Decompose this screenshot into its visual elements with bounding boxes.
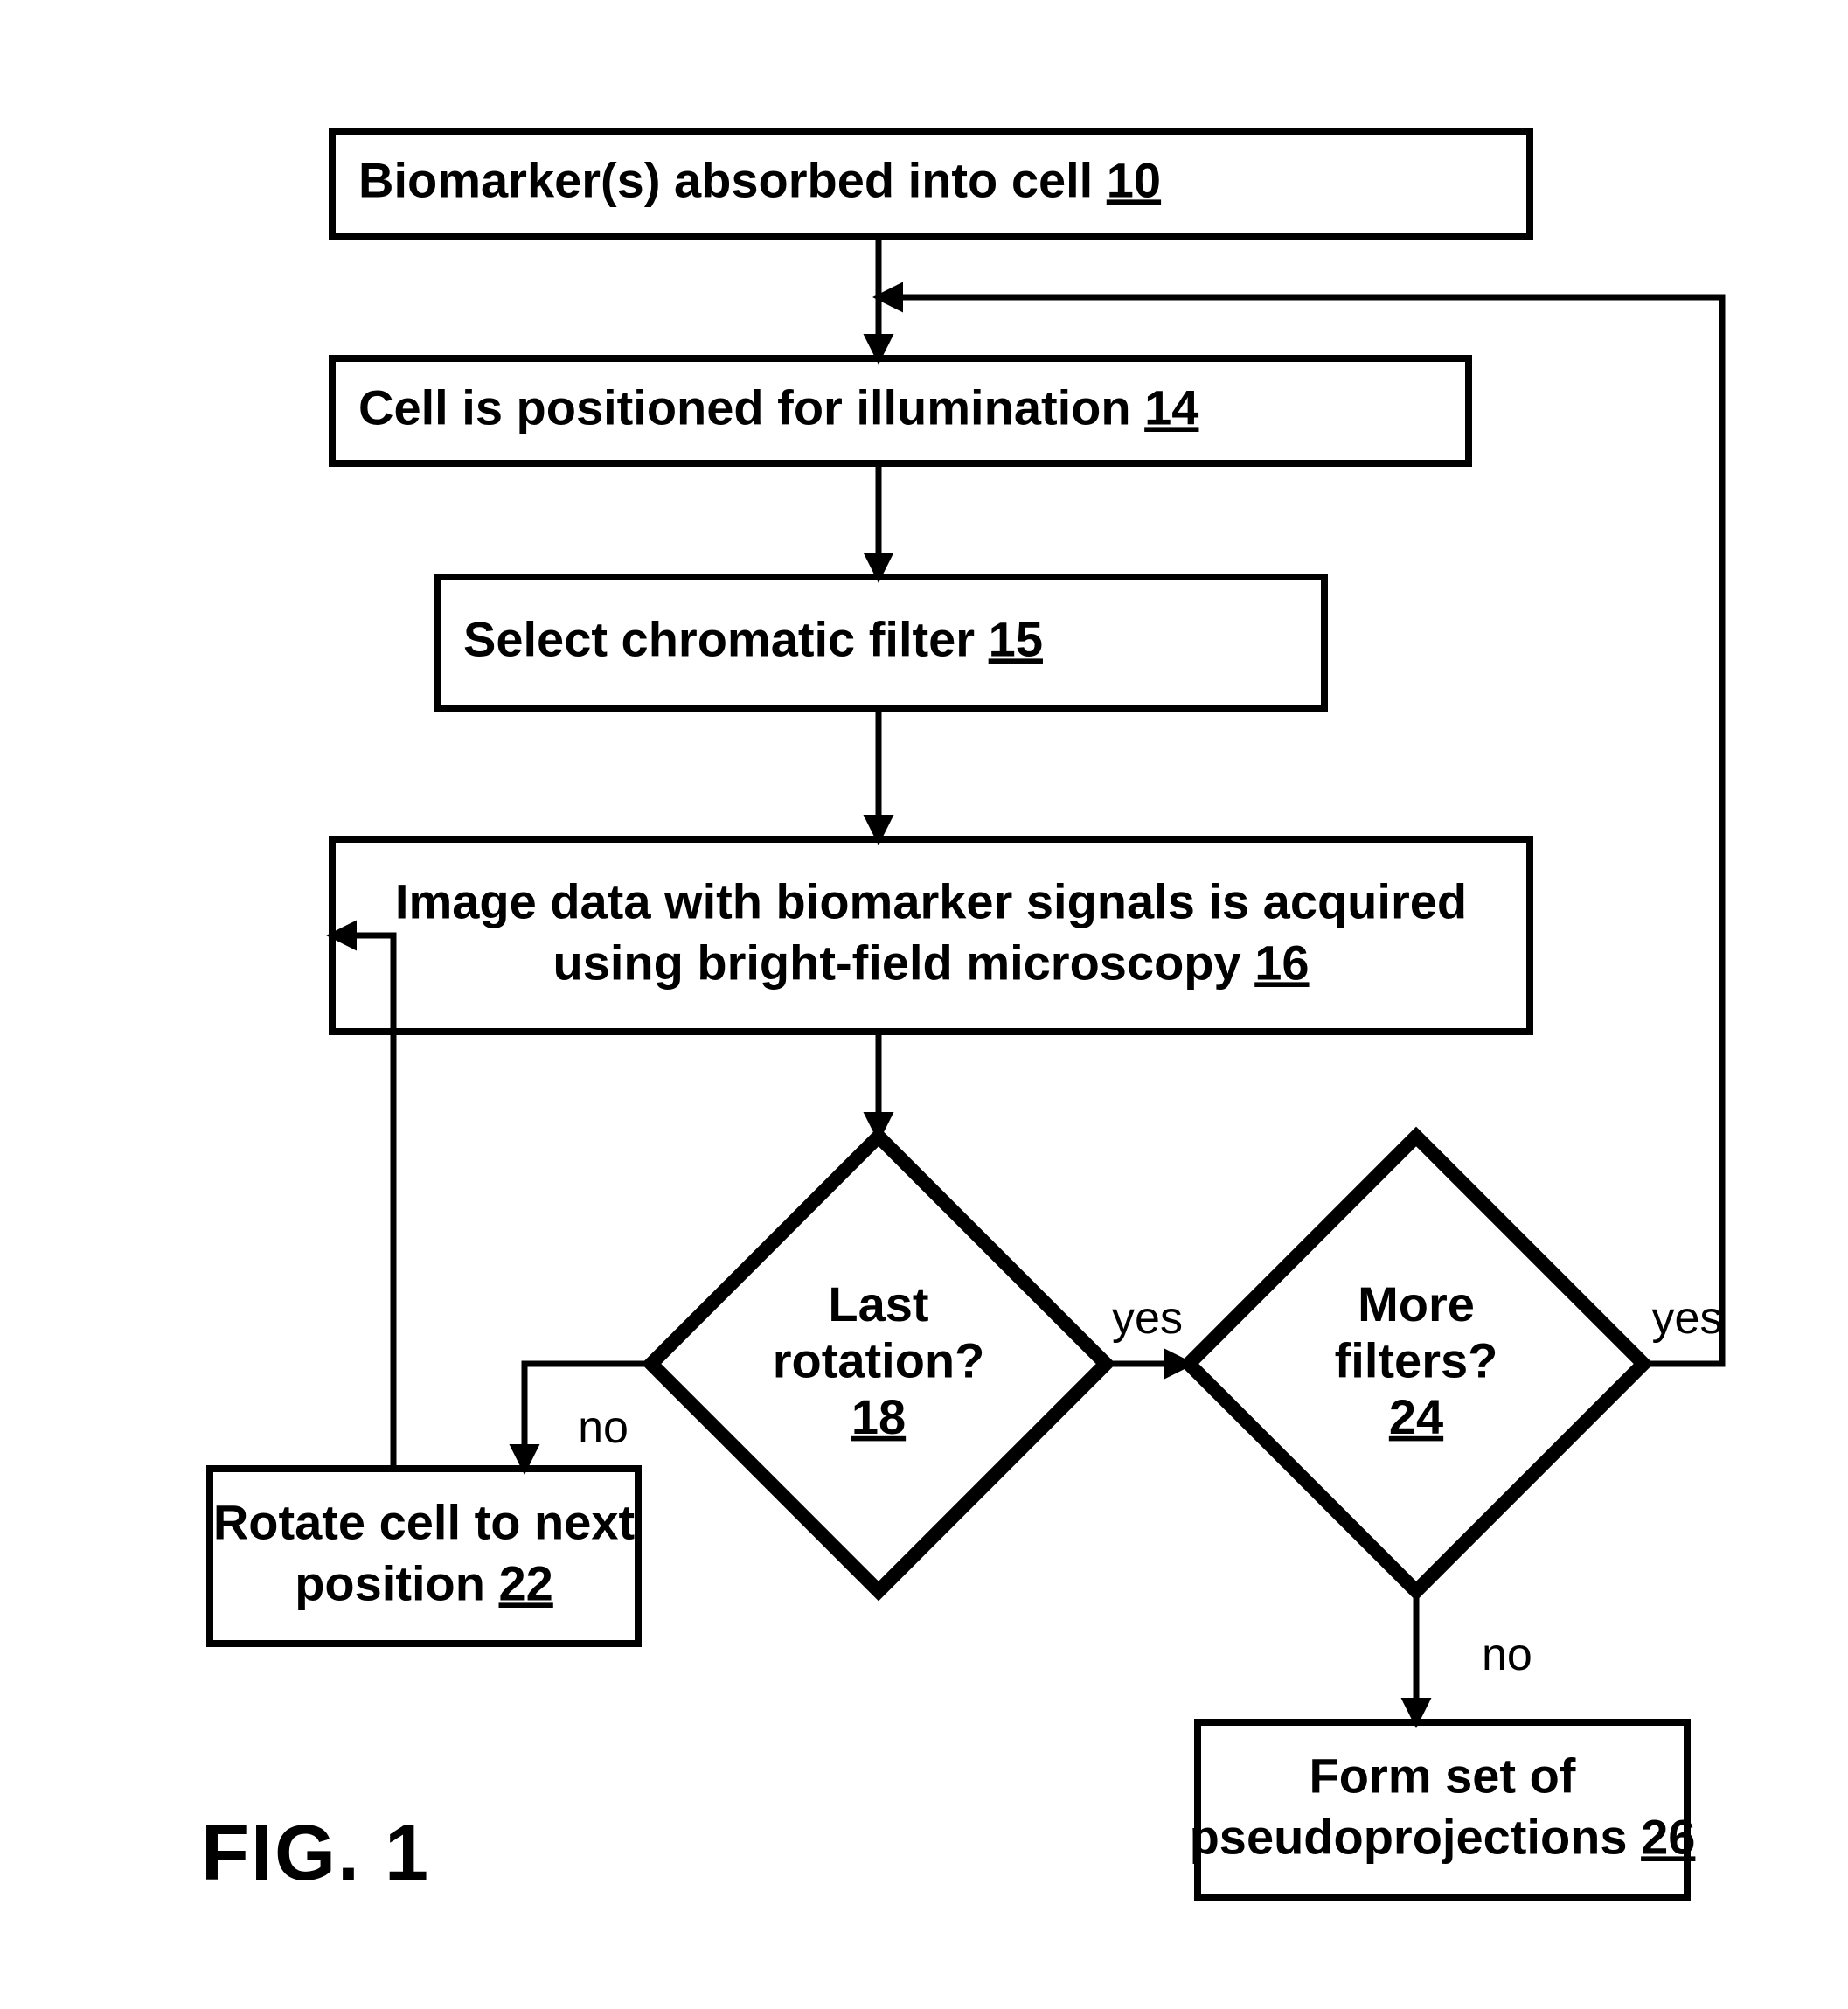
flow-node-n14: Cell is positioned for illumination 14: [332, 358, 1469, 463]
edge-label-yes: yes: [1112, 1293, 1183, 1344]
node-text: Biomarker(s) absorbed into cell 10: [358, 152, 1161, 207]
flow-node-n24: Morefilters?24: [1189, 1137, 1643, 1591]
flow-edge: [879, 297, 1722, 1364]
flow-node-n15: Select chromatic filter 15: [437, 577, 1324, 708]
node-text: Rotate cell to next: [213, 1494, 635, 1549]
flow-node-n26: Form set of pseudoprojections 26: [1190, 1722, 1696, 1897]
node-text: rotation?: [773, 1332, 985, 1387]
node-text: Cell is positioned for illumination 14: [358, 379, 1198, 434]
edge-label-yes: yes: [1652, 1293, 1723, 1344]
flow-node-n10: Biomarker(s) absorbed into cell 10: [332, 131, 1530, 236]
flow-node-n22: Rotate cell to next position 22: [210, 1469, 638, 1644]
node-text: position 22: [295, 1555, 553, 1610]
node-text: pseudoprojections 26: [1190, 1809, 1696, 1864]
node-text: 18: [851, 1389, 906, 1444]
node-text: Form set of: [1310, 1748, 1576, 1803]
node-text: Image data with biomarker signals is acq…: [395, 873, 1467, 928]
figure-label: FIG. 1: [201, 1810, 430, 1897]
flow-node-n18: Lastrotation?18: [651, 1137, 1106, 1591]
edge-label-no: no: [578, 1402, 629, 1453]
flow-edge: [332, 935, 393, 1469]
node-text: Last: [828, 1276, 928, 1331]
flow-node-n16: Image data with biomarker signals is acq…: [332, 839, 1530, 1032]
edge-label-no: no: [1482, 1630, 1532, 1680]
node-text: More: [1358, 1276, 1475, 1331]
node-text: 24: [1389, 1389, 1443, 1444]
node-text: using bright-field microscopy 16: [552, 935, 1309, 990]
node-text: Select chromatic filter 15: [463, 611, 1043, 666]
node-text: filters?: [1335, 1332, 1498, 1387]
